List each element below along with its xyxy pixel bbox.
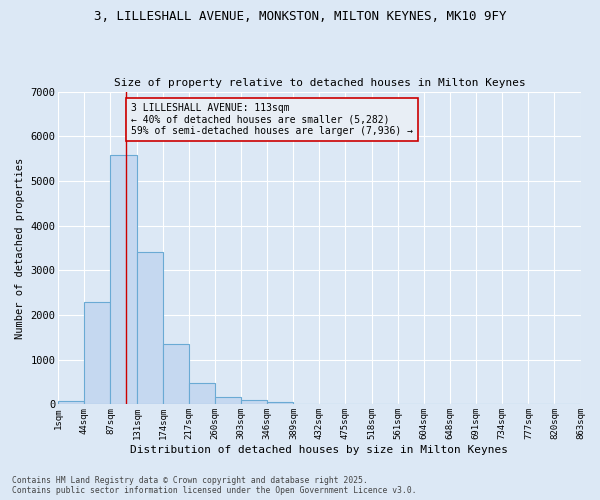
Bar: [137, 252, 163, 404]
Text: 3 LILLESHALL AVENUE: 113sqm
← 40% of detached houses are smaller (5,282)
59% of : 3 LILLESHALL AVENUE: 113sqm ← 40% of det…: [131, 102, 413, 136]
Y-axis label: Number of detached properties: Number of detached properties: [15, 158, 25, 338]
Bar: [110, 155, 137, 404]
Bar: [58, 402, 85, 404]
Text: 3, LILLESHALL AVENUE, MONKSTON, MILTON KEYNES, MK10 9FY: 3, LILLESHALL AVENUE, MONKSTON, MILTON K…: [94, 10, 506, 23]
Bar: [268, 402, 293, 404]
Bar: [241, 400, 268, 404]
Bar: [163, 344, 189, 405]
X-axis label: Distribution of detached houses by size in Milton Keynes: Distribution of detached houses by size …: [130, 445, 508, 455]
Bar: [189, 383, 215, 404]
Bar: [215, 396, 241, 404]
Text: Contains HM Land Registry data © Crown copyright and database right 2025.
Contai: Contains HM Land Registry data © Crown c…: [12, 476, 416, 495]
Bar: [85, 302, 110, 405]
Title: Size of property relative to detached houses in Milton Keynes: Size of property relative to detached ho…: [113, 78, 525, 88]
